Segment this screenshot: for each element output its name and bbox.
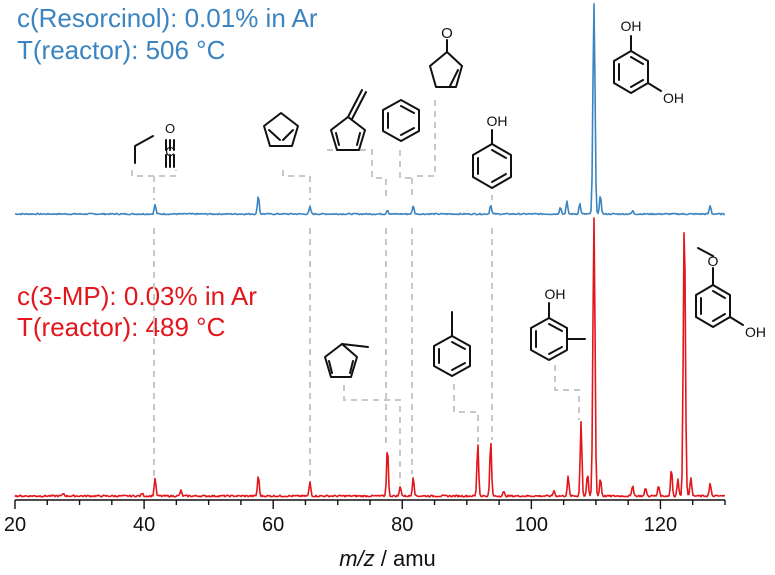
toluene-structure [433, 311, 471, 377]
x-tick-label: 40 [133, 514, 155, 536]
guide-line-5 [412, 100, 436, 177]
x-tick-label: 120 [644, 514, 677, 536]
cresol-structure: OH [530, 286, 586, 361]
x-tick-label: 60 [262, 514, 284, 536]
bottom-condition-line1: c(3-MP): 0.03% in Ar [17, 281, 257, 311]
x-tick-label: 80 [391, 514, 413, 536]
methylcyclopentadiene-structure [324, 343, 369, 378]
guide-line-3 [327, 149, 387, 444]
methoxyphenol-structure: O OH [695, 247, 766, 340]
bottom-spectrum-line [14, 217, 725, 498]
methoxyphenol-o-label: O [708, 253, 719, 269]
guide-line-7 [343, 385, 401, 484]
benzene-structure [382, 99, 420, 142]
fulvene-structure [330, 89, 367, 151]
guide-line-8 [453, 384, 479, 442]
top-condition-line2: T(reactor): 506 °C [17, 35, 226, 65]
guide-lines [131, 100, 580, 484]
resorcinol-structure: OH OH [613, 18, 684, 106]
cyclopentenone-structure: O [429, 25, 463, 88]
phenol-structure: OH [472, 113, 512, 189]
x-axis: 20 40 60 80 100 120 [4, 499, 726, 536]
top-spectrum-line [14, 2, 726, 216]
x-axis-title-italic: m/z [339, 546, 375, 571]
resorcinol-oh-right-label: OH [663, 90, 684, 106]
phenol-oh-label: OH [487, 113, 508, 129]
x-tick-label: 20 [4, 514, 26, 536]
ketene-structure: O C [134, 121, 175, 168]
ketene-o-label: O [165, 121, 175, 136]
ketene-c-label: C [165, 144, 174, 159]
spectrum-traces [14, 2, 726, 498]
x-axis-title-unit: / amu [374, 546, 436, 571]
guide-line-2 [282, 170, 311, 484]
guide-line-0 [131, 170, 177, 200]
bottom-condition-line2: T(reactor): 489 °C [17, 312, 226, 342]
cyclopentenone-o-label: O [441, 25, 453, 42]
cyclopentadiene-structure [263, 112, 299, 147]
resorcinol-oh-top-label: OH [621, 18, 642, 34]
cresol-oh-label: OH [545, 286, 566, 302]
guide-line-4 [399, 150, 413, 474]
top-condition-line1: c(Resorcinol): 0.01% in Ar [17, 3, 318, 33]
x-axis-title: m/z / amu [0, 546, 775, 572]
guide-line-9 [554, 365, 580, 420]
methoxyphenol-oh-label: OH [745, 324, 766, 340]
x-tick-label: 100 [515, 514, 548, 536]
